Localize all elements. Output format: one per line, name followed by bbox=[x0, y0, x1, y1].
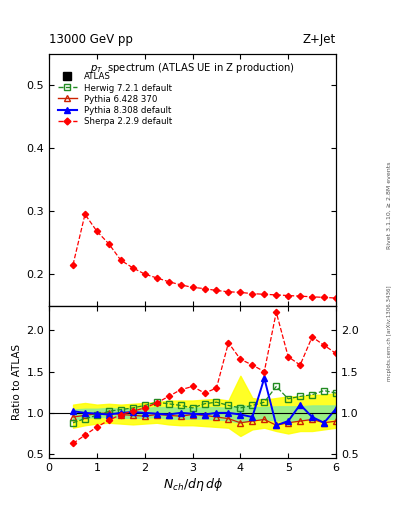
X-axis label: $N_{ch}/d\eta\, d\phi$: $N_{ch}/d\eta\, d\phi$ bbox=[163, 476, 222, 493]
Text: 13000 GeV pp: 13000 GeV pp bbox=[49, 33, 133, 46]
Text: Rivet 3.1.10, ≥ 2.8M events: Rivet 3.1.10, ≥ 2.8M events bbox=[387, 161, 392, 248]
Text: mcplots.cern.ch [arXiv:1306.3436]: mcplots.cern.ch [arXiv:1306.3436] bbox=[387, 285, 392, 380]
Y-axis label: Ratio to ATLAS: Ratio to ATLAS bbox=[12, 344, 22, 420]
Legend: ATLAS, Herwig 7.2.1 default, Pythia 6.428 370, Pythia 8.308 default, Sherpa 2.2.: ATLAS, Herwig 7.2.1 default, Pythia 6.42… bbox=[56, 71, 174, 127]
Text: Z+Jet: Z+Jet bbox=[303, 33, 336, 46]
Text: $p_T$  spectrum (ATLAS UE in Z production): $p_T$ spectrum (ATLAS UE in Z production… bbox=[90, 61, 295, 75]
